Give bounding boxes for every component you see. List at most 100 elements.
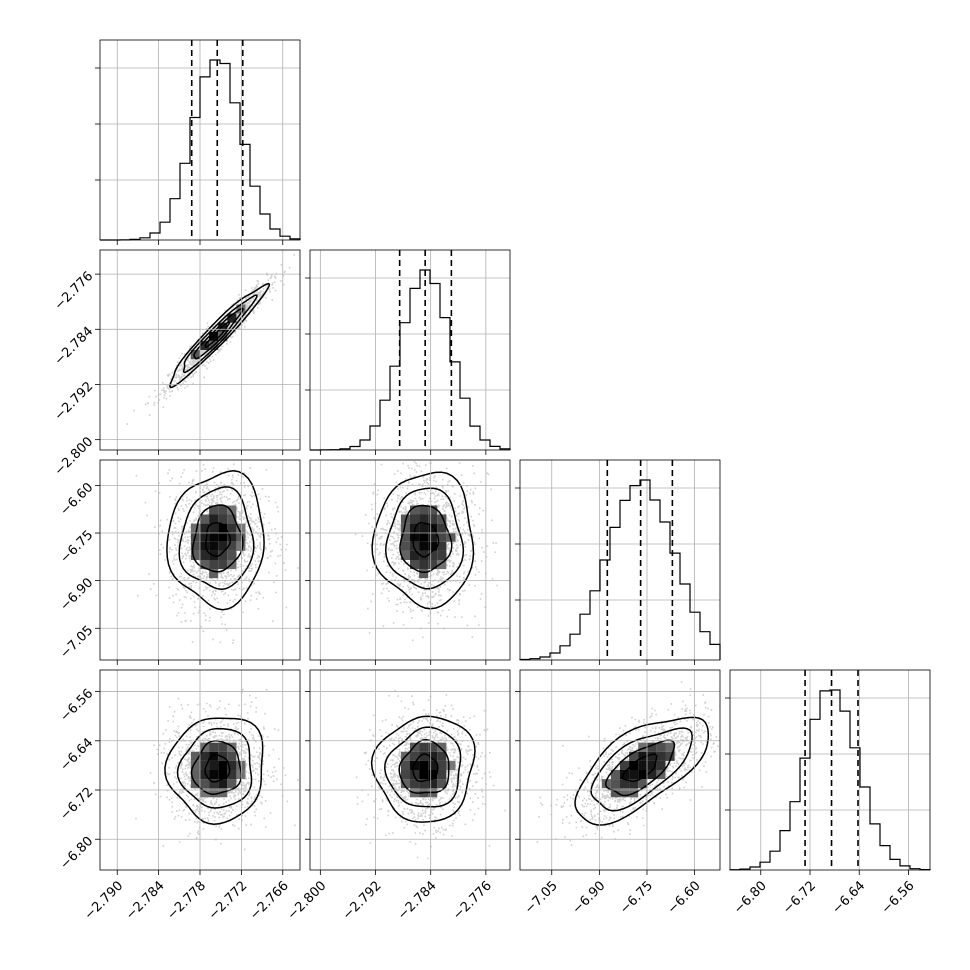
density-cell xyxy=(446,760,456,770)
density-cell xyxy=(218,532,228,542)
density-panel xyxy=(305,459,511,665)
density-cell xyxy=(209,788,219,798)
density-panel xyxy=(305,669,511,875)
density-cell xyxy=(428,760,438,770)
density-cell xyxy=(656,751,666,761)
histogram-panel xyxy=(305,249,511,455)
density-cell xyxy=(190,350,200,360)
density-cell xyxy=(218,514,228,524)
contour-line xyxy=(590,727,693,812)
histogram-step xyxy=(519,479,721,661)
density-cell xyxy=(428,770,438,780)
density-cell xyxy=(428,742,438,752)
density-cell xyxy=(218,541,228,551)
density-panel xyxy=(515,669,721,875)
y-tick-label: −7.05 xyxy=(58,623,97,662)
contour-line xyxy=(621,753,658,782)
x-tick-label: −2.792 xyxy=(340,878,385,923)
density-cell xyxy=(190,770,200,780)
density-cell xyxy=(200,514,210,524)
contour-line xyxy=(204,321,231,348)
density-cell xyxy=(227,541,237,551)
density-cell xyxy=(200,751,210,761)
density-cell xyxy=(428,779,438,789)
density-cell xyxy=(209,505,219,515)
density-cell xyxy=(218,322,228,332)
density-cell xyxy=(227,760,237,770)
density-cell xyxy=(647,751,657,761)
density-cell xyxy=(200,760,210,770)
y-tick-label: −6.60 xyxy=(58,480,97,519)
density-cell xyxy=(638,760,648,770)
density-cell xyxy=(610,788,620,798)
density-cell xyxy=(218,742,228,752)
y-tick-label: −2.776 xyxy=(52,269,97,314)
contour-line xyxy=(412,753,439,783)
contour-line xyxy=(604,739,676,797)
density-cell xyxy=(209,560,219,570)
density-cell xyxy=(410,560,420,570)
panel-frame xyxy=(309,459,511,661)
panel-content xyxy=(135,460,299,644)
density-cell xyxy=(209,514,219,524)
panel-frame xyxy=(99,39,301,241)
density-cell xyxy=(428,532,438,542)
histogram-panel xyxy=(95,39,301,245)
density-cell xyxy=(620,788,630,798)
x-tick-label: −6.90 xyxy=(570,878,609,917)
density-cell xyxy=(400,550,410,560)
density-cell xyxy=(209,541,219,551)
density-cell xyxy=(200,560,210,570)
contour-line xyxy=(169,282,271,389)
panel-frame xyxy=(309,249,511,451)
density-cell xyxy=(190,541,200,551)
density-cell xyxy=(190,760,200,770)
y-tick-label: −6.90 xyxy=(58,575,97,614)
x-tick-label: −6.60 xyxy=(665,878,704,917)
density-cell xyxy=(227,751,237,761)
density-cell xyxy=(629,760,639,770)
density-cell xyxy=(200,779,210,789)
density-cell xyxy=(410,550,420,560)
x-tick-label: −6.72 xyxy=(780,878,819,917)
panel-content xyxy=(135,688,299,851)
density-cell xyxy=(419,779,429,789)
y-tick-label: −2.800 xyxy=(52,434,97,479)
density-cell xyxy=(638,770,648,780)
density-cell xyxy=(400,532,410,542)
x-tick-label: −2.766 xyxy=(247,878,292,923)
density-cell xyxy=(400,779,410,789)
density-cell xyxy=(665,742,675,752)
density-cell xyxy=(638,751,648,761)
y-tick-label: −6.72 xyxy=(58,785,97,824)
panel-frame xyxy=(99,249,301,451)
density-cell xyxy=(437,514,447,524)
density-cell xyxy=(610,770,620,780)
density-cell xyxy=(437,560,447,570)
density-cell xyxy=(620,779,630,789)
panel-content xyxy=(536,681,720,846)
density-cell xyxy=(218,779,228,789)
density-cell xyxy=(227,779,237,789)
density-cell xyxy=(200,523,210,533)
density-cell xyxy=(419,742,429,752)
density-cell xyxy=(647,760,657,770)
density-cell xyxy=(410,541,420,551)
contour-line xyxy=(164,717,264,825)
density-cell xyxy=(218,760,228,770)
density-cell xyxy=(419,569,429,579)
panel-frame xyxy=(519,669,721,871)
density-cell xyxy=(218,560,228,570)
y-tick-label: −6.56 xyxy=(58,686,97,725)
density-cell xyxy=(236,760,246,770)
density-cell xyxy=(209,523,219,533)
density-cell xyxy=(428,514,438,524)
density-cell xyxy=(437,779,447,789)
x-tick-label: −2.772 xyxy=(206,878,251,923)
density-panel xyxy=(95,669,301,875)
density-cell xyxy=(437,742,447,752)
contour-line xyxy=(371,471,475,610)
density-cell xyxy=(209,770,219,780)
x-tick-label: −2.784 xyxy=(123,878,168,923)
contour-line xyxy=(182,294,258,374)
